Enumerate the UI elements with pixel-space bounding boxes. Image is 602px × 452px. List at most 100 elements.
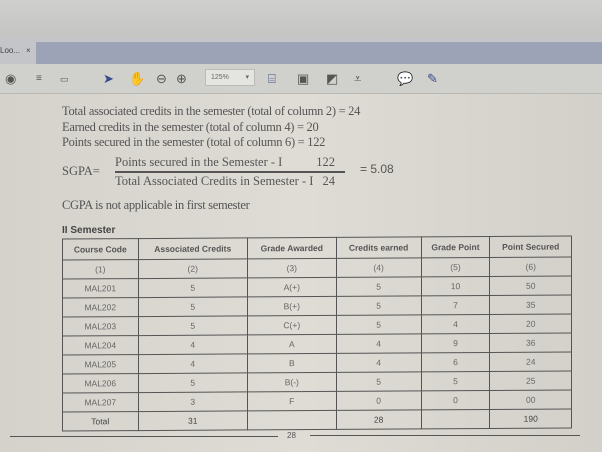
table-cell: 5 [421, 371, 490, 391]
two-page-icon[interactable]: ▭ [60, 74, 69, 84]
sgpa-denominator: Total Associated Credits in Semester - I [115, 173, 314, 188]
document-tab[interactable]: Loo... × [0, 46, 31, 55]
table-cell: MAL207 [62, 392, 139, 413]
toolbar: ◉ ≡ ▭ ➤ ✋ ⊖ ⊕ 125% ▾ ⌸ ▣ ◩ ⩡ 💬 ✎ [0, 64, 602, 94]
table-cell: A(+) [247, 277, 337, 297]
table-cell: Total [62, 411, 139, 432]
column-header: Course Code [62, 238, 139, 261]
table-cell: 5 [138, 277, 248, 298]
page-number: 28 [287, 431, 296, 440]
window-top [0, 0, 602, 38]
hand-icon[interactable]: ✋ [129, 71, 146, 86]
table-cell: C(+) [247, 315, 337, 335]
table-cell: 50 [489, 275, 572, 296]
sgpa-numerator: Points secured in the Semester - I [115, 155, 283, 169]
table-cell: 35 [489, 294, 572, 315]
table-cell: 5 [138, 372, 248, 393]
table-cell: MAL205 [62, 354, 139, 375]
tab-close-button[interactable]: × [26, 46, 31, 55]
table-cell: 5 [138, 296, 248, 317]
column-header: Credits earned [336, 236, 422, 259]
table-cell: 9 [421, 333, 490, 353]
table-cell: 5 [336, 276, 422, 297]
section-title: II Semester [62, 225, 116, 236]
comment-icon[interactable]: 💬 [397, 71, 414, 86]
earned-credits-line: Earned credits in the semester (total of… [62, 120, 319, 134]
table-cell: 10 [421, 276, 490, 296]
table-cell: B [247, 353, 337, 373]
table-cell: 5 [336, 295, 422, 316]
column-header: Grade Awarded [247, 237, 337, 259]
chevron-down-icon: ▾ [245, 74, 249, 81]
table-row: Total 31 28 190 [62, 408, 572, 432]
single-page-icon[interactable]: ≡ [36, 73, 42, 84]
select-arrow-icon[interactable]: ➤ [103, 71, 114, 86]
total-credits-line: Total associated credits in the semester… [62, 104, 361, 118]
table-cell: 0 [336, 390, 422, 411]
table-cell: 4 [138, 334, 248, 355]
table-cell: 6 [421, 352, 490, 372]
column-header: Point Secured [489, 235, 572, 258]
table-cell [247, 410, 337, 430]
table-cell: 190 [489, 408, 572, 429]
tab-bar-background [36, 42, 602, 64]
fullscreen-icon[interactable]: ◩ [326, 71, 339, 86]
table-cell: B(-) [247, 372, 337, 392]
sgpa-numerator-value: 122 [316, 155, 335, 169]
table-cell: (1) [62, 259, 139, 280]
tab-bar: Loo... × [0, 38, 602, 64]
table-cell: (4) [336, 257, 422, 278]
zoom-value: 125% [211, 74, 229, 81]
table-cell: 5 [138, 315, 248, 336]
table-cell: 36 [489, 332, 572, 353]
highlight-pen-icon[interactable]: ✎ [427, 71, 438, 86]
home-icon[interactable]: ◉ [5, 71, 17, 86]
table-cell: 0 [421, 390, 490, 410]
sgpa-label: SGPA= [62, 164, 100, 178]
zoom-out-icon[interactable]: ⊖ [156, 71, 167, 86]
table-cell: (5) [421, 257, 490, 277]
table-cell: 4 [336, 352, 422, 373]
table-cell: B(+) [247, 296, 337, 316]
zoom-select[interactable]: 125% ▾ [205, 69, 255, 86]
download-icon[interactable]: ⩡ [354, 71, 362, 86]
table-cell: (6) [489, 256, 572, 277]
table-cell: F [247, 391, 337, 411]
table-cell: MAL201 [62, 278, 139, 299]
table-cell: MAL202 [62, 297, 139, 318]
table-cell: MAL206 [62, 373, 139, 394]
table-cell: 3 [138, 391, 248, 412]
fit-page-icon[interactable]: ⌸ [268, 71, 276, 86]
table-cell: 31 [138, 410, 248, 431]
table-cell: 4 [421, 314, 490, 334]
table-cell [421, 409, 490, 429]
table-cell: 00 [489, 389, 572, 410]
table-cell: 7 [421, 295, 490, 315]
table-cell: (2) [138, 258, 248, 279]
table-cell: 28 [336, 409, 422, 430]
tab-label: Loo... [0, 46, 21, 55]
table-cell: 24 [489, 351, 572, 372]
footer-rule-left [10, 436, 278, 437]
column-header: Associated Credits [138, 237, 248, 260]
table-cell: (3) [247, 258, 337, 278]
table-cell: A [247, 334, 337, 354]
table-cell: 20 [489, 313, 572, 334]
table-cell: MAL203 [62, 316, 139, 337]
sgpa-denominator-value: 24 [322, 173, 336, 188]
cgpa-note: CGPA is not applicable in first semester [62, 198, 250, 212]
table-cell: 4 [336, 333, 422, 354]
rotate-icon[interactable]: ▣ [297, 71, 310, 86]
table-cell: 5 [336, 314, 422, 335]
document-page: Total associated credits in the semester… [0, 94, 602, 452]
table-cell: 5 [336, 371, 422, 392]
table-cell: MAL204 [62, 335, 139, 356]
table-cell: 25 [489, 370, 572, 391]
zoom-in-icon[interactable]: ⊕ [176, 71, 187, 86]
column-header: Grade Point [421, 236, 490, 258]
points-secured-line: Points secured in the semester (total of… [62, 135, 326, 149]
sgpa-result: = 5.08 [360, 162, 394, 176]
grades-table: Course Code Associated Credits Grade Award… [62, 235, 572, 432]
table-cell: 4 [138, 353, 248, 374]
fraction-bar [115, 171, 345, 173]
